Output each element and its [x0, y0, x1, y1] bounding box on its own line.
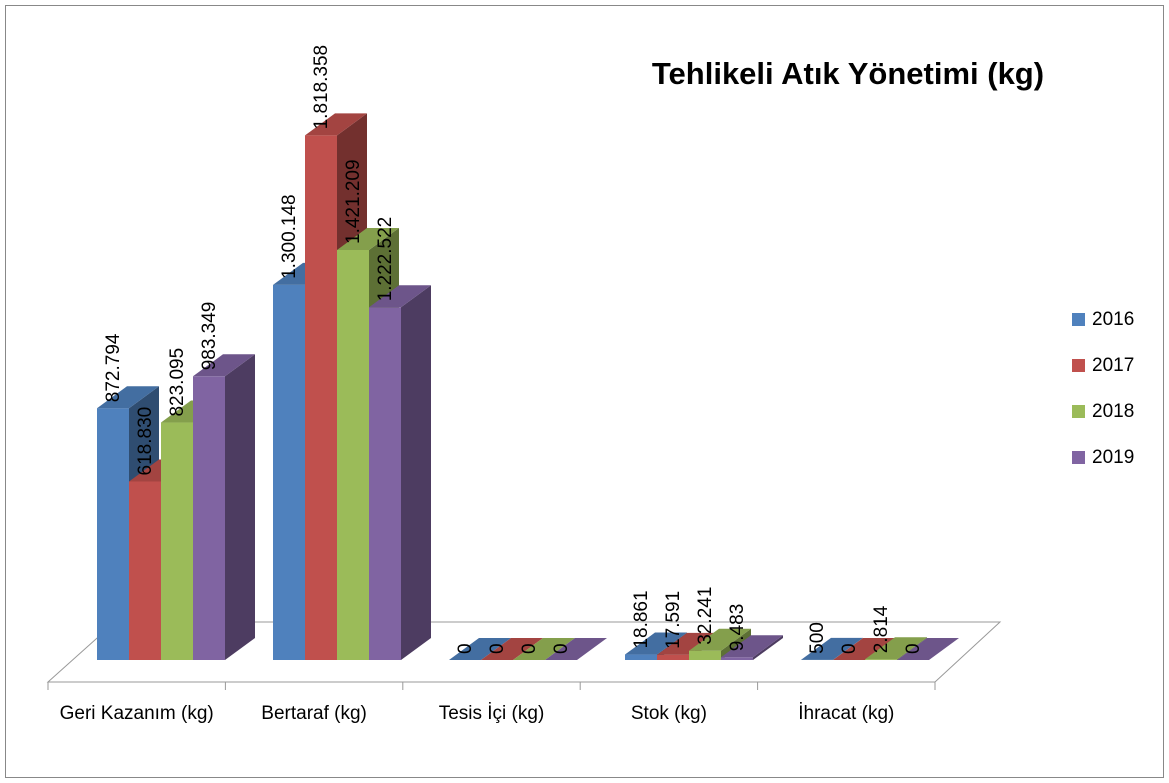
- legend-label: 2019: [1092, 447, 1134, 468]
- bar-top: [897, 638, 959, 660]
- bar-top: [801, 637, 863, 660]
- bar: [273, 284, 305, 660]
- value-label: 2.814: [871, 605, 892, 653]
- bar: [129, 481, 161, 660]
- value-label: 1.300.148: [279, 194, 300, 279]
- bar-top: [193, 354, 255, 377]
- value-label: 1.818.358: [311, 45, 332, 130]
- value-label: 0: [455, 643, 476, 654]
- legend-swatch: [1072, 405, 1085, 418]
- legend-label: 2017: [1092, 355, 1134, 376]
- value-label: 0: [903, 643, 924, 654]
- value-label: 18.861: [631, 590, 652, 648]
- bar-top: [721, 635, 783, 658]
- bar-top: [97, 386, 159, 409]
- value-label: 32.241: [695, 587, 716, 645]
- bar-top: [369, 285, 431, 308]
- bar: [689, 650, 721, 660]
- bar: [657, 654, 689, 660]
- value-label: 0: [551, 643, 572, 654]
- bar-top: [625, 632, 687, 655]
- bar-top: [305, 113, 367, 136]
- value-label: 0: [839, 643, 860, 654]
- x-tick-label: Bertaraf (kg): [261, 703, 367, 724]
- legend-swatch: [1072, 451, 1085, 464]
- value-label: 823.095: [167, 348, 188, 417]
- bar: [625, 654, 657, 660]
- x-tick-label: İhracat (kg): [798, 703, 895, 724]
- value-label: 1.222.522: [375, 217, 396, 302]
- bar: [721, 657, 753, 660]
- legend-label: 2016: [1092, 309, 1134, 330]
- bar: [193, 376, 225, 660]
- bar-top: [865, 637, 927, 660]
- value-label: 0: [487, 643, 508, 654]
- bar: [161, 422, 193, 660]
- x-tick-label: Geri Kazanım (kg): [59, 703, 214, 724]
- bar: [305, 135, 337, 661]
- bar-side: [833, 637, 863, 660]
- bar-side: [225, 354, 255, 660]
- legend-swatch: [1072, 313, 1085, 326]
- value-label: 983.349: [199, 302, 220, 371]
- legend-swatch: [1072, 359, 1085, 372]
- bar-top: [657, 632, 719, 655]
- bar-top: [513, 638, 575, 660]
- bar: [369, 307, 401, 660]
- x-tick-label: Stok (kg): [630, 703, 707, 724]
- bar: [97, 408, 129, 660]
- bar-top: [545, 638, 607, 660]
- value-label: 0: [519, 643, 540, 654]
- bar: [337, 249, 369, 660]
- x-tick-label: Tesis İçi (kg): [438, 703, 545, 724]
- bar-top: [833, 638, 895, 660]
- value-label: 17.591: [663, 591, 684, 649]
- bar-side: [897, 637, 927, 660]
- value-label: 618.830: [135, 407, 156, 476]
- bar-top: [481, 638, 543, 660]
- value-label: 500: [807, 622, 828, 654]
- chart-title: Tehlikeli Atık Yönetimi (kg): [652, 56, 1044, 91]
- bar-top: [689, 628, 751, 651]
- value-label: 9.483: [727, 604, 748, 652]
- bar: [865, 659, 897, 660]
- legend-label: 2018: [1092, 401, 1134, 422]
- bar-top: [449, 638, 511, 660]
- bar-side: [401, 285, 431, 660]
- bar-top: [337, 227, 399, 250]
- bar-side: [753, 635, 783, 660]
- value-label: 872.794: [103, 333, 124, 402]
- value-label: 1.421.209: [343, 159, 364, 244]
